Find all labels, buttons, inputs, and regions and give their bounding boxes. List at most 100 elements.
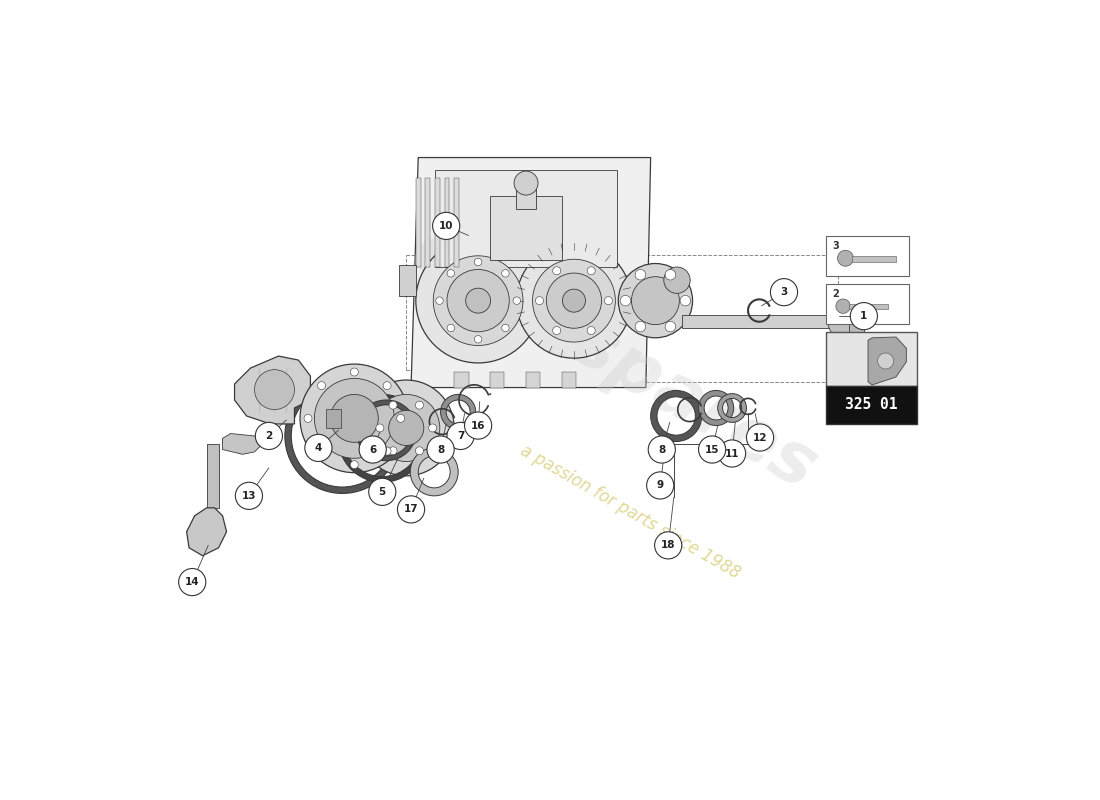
Circle shape xyxy=(389,446,397,454)
Circle shape xyxy=(389,401,397,409)
Bar xyxy=(416,178,420,267)
Circle shape xyxy=(397,496,425,523)
Circle shape xyxy=(747,424,773,451)
Text: 13: 13 xyxy=(242,491,256,501)
Circle shape xyxy=(631,277,680,325)
Wedge shape xyxy=(356,400,417,461)
Text: 325 01: 325 01 xyxy=(845,398,898,412)
Circle shape xyxy=(432,212,460,239)
Circle shape xyxy=(532,259,615,342)
Circle shape xyxy=(416,446,424,454)
Text: 9: 9 xyxy=(657,481,663,490)
Circle shape xyxy=(373,394,440,462)
Circle shape xyxy=(635,270,646,280)
Circle shape xyxy=(429,424,437,432)
Circle shape xyxy=(647,472,674,499)
Circle shape xyxy=(513,297,520,304)
Text: 10: 10 xyxy=(439,221,453,231)
Polygon shape xyxy=(849,299,864,344)
Circle shape xyxy=(416,401,424,409)
Circle shape xyxy=(828,304,864,339)
Bar xyxy=(849,304,888,309)
Circle shape xyxy=(178,569,206,596)
Wedge shape xyxy=(698,390,734,426)
Circle shape xyxy=(359,436,386,463)
Circle shape xyxy=(618,263,693,338)
Circle shape xyxy=(536,297,543,305)
Bar xyxy=(399,265,416,295)
Bar xyxy=(434,170,617,267)
Bar xyxy=(444,178,450,267)
Circle shape xyxy=(368,478,396,506)
Polygon shape xyxy=(868,337,906,385)
Bar xyxy=(491,372,505,387)
Circle shape xyxy=(305,434,332,462)
Text: 4: 4 xyxy=(315,443,322,453)
Circle shape xyxy=(235,482,263,510)
Circle shape xyxy=(698,436,726,463)
Circle shape xyxy=(447,270,509,332)
Circle shape xyxy=(436,297,443,304)
Text: 15: 15 xyxy=(705,445,719,454)
Wedge shape xyxy=(650,390,702,442)
Text: 18: 18 xyxy=(661,540,675,550)
Text: 8: 8 xyxy=(658,445,666,454)
Bar xyxy=(825,236,910,276)
Text: 16: 16 xyxy=(471,421,485,430)
Text: 14: 14 xyxy=(185,577,199,587)
Wedge shape xyxy=(339,394,426,482)
Circle shape xyxy=(878,353,893,369)
Text: 3: 3 xyxy=(780,287,788,297)
Circle shape xyxy=(648,436,675,463)
Circle shape xyxy=(837,250,854,266)
Bar xyxy=(207,444,219,508)
Wedge shape xyxy=(717,394,747,422)
Text: 6: 6 xyxy=(370,445,376,454)
Wedge shape xyxy=(410,448,459,496)
Circle shape xyxy=(587,266,595,274)
Bar xyxy=(666,273,676,288)
Text: 7: 7 xyxy=(456,431,464,441)
Circle shape xyxy=(255,422,283,450)
Polygon shape xyxy=(187,508,227,556)
Circle shape xyxy=(666,322,675,332)
Bar xyxy=(825,332,917,386)
Circle shape xyxy=(718,440,746,467)
Circle shape xyxy=(666,270,675,280)
Circle shape xyxy=(416,238,540,363)
Bar xyxy=(491,196,562,260)
Polygon shape xyxy=(411,158,650,387)
Circle shape xyxy=(635,322,646,332)
Text: 8: 8 xyxy=(437,445,444,454)
Circle shape xyxy=(770,278,798,306)
Circle shape xyxy=(502,324,509,332)
Circle shape xyxy=(474,258,482,266)
Circle shape xyxy=(465,288,491,313)
Bar xyxy=(825,386,917,424)
Text: 3: 3 xyxy=(832,242,838,251)
Circle shape xyxy=(464,412,492,439)
Circle shape xyxy=(587,326,595,334)
Text: 17: 17 xyxy=(404,505,418,514)
Circle shape xyxy=(304,414,312,422)
Circle shape xyxy=(315,378,394,458)
Bar xyxy=(454,372,469,387)
Circle shape xyxy=(604,297,613,305)
Bar xyxy=(825,284,910,324)
Circle shape xyxy=(447,422,474,450)
Text: 2: 2 xyxy=(265,431,273,441)
Circle shape xyxy=(850,302,878,330)
Circle shape xyxy=(474,335,482,343)
Circle shape xyxy=(397,414,405,422)
Text: a passion for parts since 1988: a passion for parts since 1988 xyxy=(517,442,743,582)
Bar xyxy=(851,256,895,262)
Circle shape xyxy=(318,447,326,455)
Circle shape xyxy=(620,295,630,306)
Circle shape xyxy=(254,370,295,410)
Text: eurospares: eurospares xyxy=(399,216,829,504)
Circle shape xyxy=(552,266,561,274)
Circle shape xyxy=(359,380,454,476)
Wedge shape xyxy=(441,394,475,430)
Circle shape xyxy=(517,243,631,358)
Bar xyxy=(327,409,341,428)
